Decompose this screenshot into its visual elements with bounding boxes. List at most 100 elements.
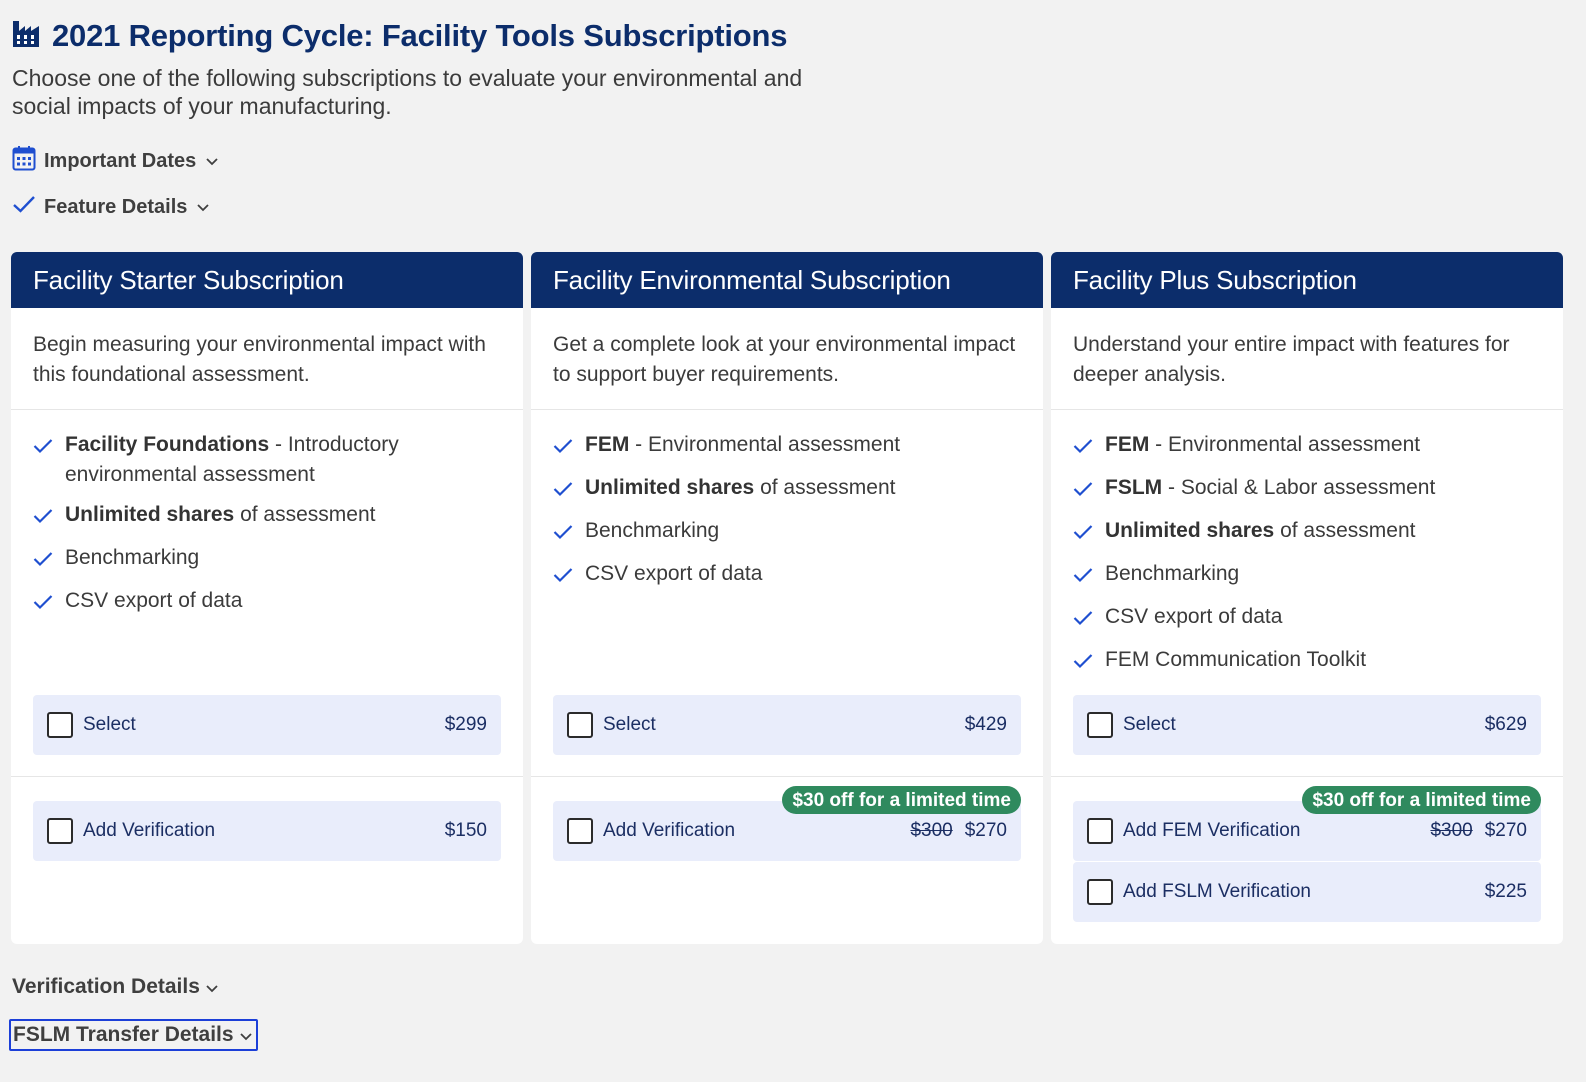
feature-item: Unlimited shares of assessment bbox=[553, 473, 1021, 506]
starter-subscription-card: Facility Starter Subscription Begin meas… bbox=[11, 252, 523, 944]
calendar-icon bbox=[12, 145, 36, 177]
divider bbox=[11, 776, 523, 777]
feature-item: CSV export of data bbox=[33, 586, 501, 619]
price-value: $225 bbox=[1484, 881, 1527, 902]
chevron-down-icon bbox=[197, 199, 210, 215]
feature-bold: FEM bbox=[1105, 433, 1150, 456]
title-row: 2021 Reporting Cycle: Facility Tools Sub… bbox=[12, 16, 832, 56]
checkbox-icon[interactable] bbox=[567, 818, 593, 844]
option-price: $300 $270 bbox=[910, 820, 1007, 842]
check-icon bbox=[1073, 473, 1093, 506]
price-value: $629 bbox=[1484, 714, 1527, 735]
feature-rest: of assessment bbox=[754, 476, 896, 499]
checkbox-icon[interactable] bbox=[567, 712, 593, 738]
option-price: $150 bbox=[445, 820, 487, 842]
add-verification-option[interactable]: Add Verification $150 bbox=[33, 801, 501, 861]
feature-text: FEM - Environmental assessment bbox=[585, 430, 900, 460]
option-label: Select bbox=[1123, 714, 1176, 735]
feature-item: FEM - Environmental assessment bbox=[553, 430, 1021, 463]
add-verification-option[interactable]: Add Verification $300 $270 bbox=[553, 801, 1021, 861]
price-value: $299 bbox=[444, 714, 487, 735]
option-price: $225 bbox=[1485, 881, 1527, 903]
divider bbox=[531, 776, 1043, 777]
check-icon bbox=[33, 500, 53, 533]
feature-rest: - Environmental assessment bbox=[1149, 433, 1421, 456]
feature-item: Facility Foundations - Introductory envi… bbox=[33, 430, 501, 490]
option-label: Select bbox=[603, 714, 656, 735]
subscription-cards: Facility Starter Subscription Begin meas… bbox=[11, 252, 1563, 944]
feature-item: FEM Communication Toolkit bbox=[1073, 645, 1541, 678]
important-dates-toggle[interactable]: Important Dates bbox=[12, 145, 218, 177]
option-label: Add Verification bbox=[603, 820, 736, 841]
card-title: Facility Starter Subscription bbox=[11, 252, 523, 308]
feature-bold: Unlimited shares bbox=[65, 503, 235, 526]
feature-list: Facility Foundations - Introductory envi… bbox=[11, 410, 523, 619]
feature-list: FEM - Environmental assessment FSLM - So… bbox=[1051, 410, 1563, 678]
select-plus-option[interactable]: Select $629 bbox=[1073, 695, 1541, 755]
fslm-transfer-details-label: FSLM Transfer Details bbox=[13, 1023, 234, 1046]
feature-text: Benchmarking bbox=[65, 546, 200, 569]
feature-details-toggle[interactable]: Feature Details bbox=[12, 194, 210, 220]
check-icon bbox=[33, 543, 53, 576]
feature-item: FSLM - Social & Labor assessment bbox=[1073, 473, 1541, 506]
feature-bold: Facility Foundations bbox=[65, 433, 270, 456]
feature-text: FSLM - Social & Labor assessment bbox=[1105, 473, 1435, 503]
add-fslm-verification-option[interactable]: Add FSLM Verification $225 bbox=[1073, 862, 1541, 922]
feature-rest: - Social & Labor assessment bbox=[1162, 476, 1436, 499]
check-icon bbox=[1073, 559, 1093, 592]
price-value: $270 bbox=[964, 820, 1007, 841]
checkbox-icon[interactable] bbox=[1087, 712, 1113, 738]
promo-badge: $30 off for a limited time bbox=[782, 786, 1021, 814]
feature-text: Unlimited shares of assessment bbox=[1105, 516, 1415, 546]
feature-text: Facility Foundations - Introductory envi… bbox=[65, 430, 501, 490]
feature-list: FEM - Environmental assessment Unlimited… bbox=[531, 410, 1043, 592]
plus-subscription-card: Facility Plus Subscription Understand yo… bbox=[1051, 252, 1563, 944]
option-label: Select bbox=[83, 714, 136, 735]
feature-text: CSV export of data bbox=[585, 562, 763, 585]
feature-bold: Unlimited shares bbox=[585, 476, 755, 499]
price-value: $429 bbox=[964, 714, 1007, 735]
checkbox-icon[interactable] bbox=[1087, 818, 1113, 844]
checkbox-icon[interactable] bbox=[47, 712, 73, 738]
select-starter-option[interactable]: Select $299 bbox=[33, 695, 501, 755]
feature-item: CSV export of data bbox=[1073, 602, 1541, 635]
verification-details-label: Verification Details bbox=[12, 975, 200, 998]
verification-details-toggle[interactable]: Verification Details bbox=[12, 975, 218, 999]
option-price: $429 bbox=[965, 714, 1007, 736]
feature-text: CSV export of data bbox=[1105, 605, 1283, 628]
feature-item: Unlimited shares of assessment bbox=[1073, 516, 1541, 549]
check-icon bbox=[553, 516, 573, 549]
environmental-subscription-card: Facility Environmental Subscription Get … bbox=[531, 252, 1043, 944]
card-description: Begin measuring your environmental impac… bbox=[11, 308, 523, 410]
original-price: $300 bbox=[910, 820, 953, 841]
checkbox-icon[interactable] bbox=[47, 818, 73, 844]
option-price: $629 bbox=[1485, 714, 1527, 736]
check-icon bbox=[1073, 602, 1093, 635]
select-environmental-option[interactable]: Select $429 bbox=[553, 695, 1021, 755]
promo-badge: $30 off for a limited time bbox=[1302, 786, 1541, 814]
checkbox-icon[interactable] bbox=[1087, 879, 1113, 905]
feature-item: FEM - Environmental assessment bbox=[1073, 430, 1541, 463]
page-subtitle: Choose one of the following subscription… bbox=[12, 65, 803, 119]
feature-item: Unlimited shares of assessment bbox=[33, 500, 501, 533]
factory-icon bbox=[12, 20, 40, 53]
feature-text: FEM Communication Toolkit bbox=[1105, 648, 1367, 671]
feature-bold: FSLM bbox=[1105, 476, 1163, 499]
feature-text: Unlimited shares of assessment bbox=[65, 500, 375, 530]
feature-item: CSV export of data bbox=[553, 559, 1021, 592]
check-icon bbox=[553, 473, 573, 506]
check-icon bbox=[553, 559, 573, 592]
original-price: $300 bbox=[1430, 820, 1473, 841]
feature-rest: of assessment bbox=[234, 503, 376, 526]
price-value: $150 bbox=[444, 820, 487, 841]
feature-text: FEM - Environmental assessment bbox=[1105, 430, 1420, 460]
feature-text: Benchmarking bbox=[585, 519, 720, 542]
feature-item: Benchmarking bbox=[553, 516, 1021, 549]
feature-text: Benchmarking bbox=[1105, 562, 1240, 585]
feature-text: Unlimited shares of assessment bbox=[585, 473, 895, 503]
feature-item: Benchmarking bbox=[1073, 559, 1541, 592]
option-price: $299 bbox=[445, 714, 487, 736]
fslm-transfer-details-toggle[interactable]: FSLM Transfer Details bbox=[9, 1019, 258, 1051]
feature-rest: - Environmental assessment bbox=[629, 433, 901, 456]
card-title: Facility Environmental Subscription bbox=[531, 252, 1043, 308]
